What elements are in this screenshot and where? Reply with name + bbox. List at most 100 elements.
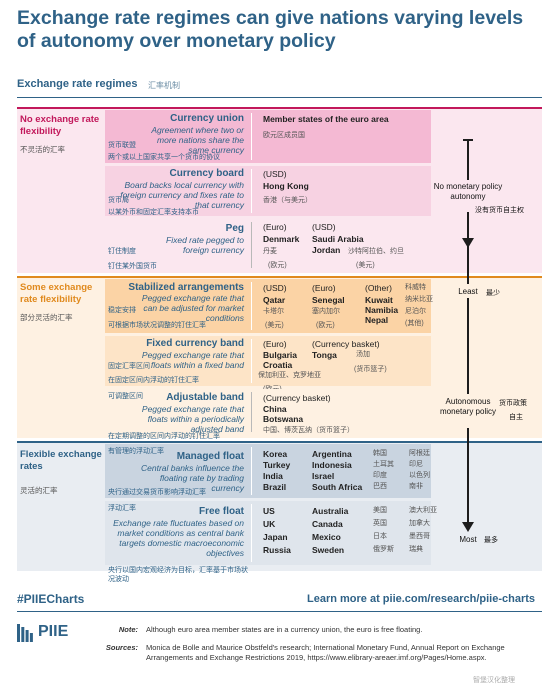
row-adjustable-band [105, 389, 431, 435]
free-float-country-en: Japan [263, 532, 288, 542]
col-divider [251, 113, 252, 160]
page-title: Exchange rate regimes can give nations v… [17, 7, 524, 52]
autonomy-axis-lower-a [467, 298, 469, 394]
axis-mid-cn-2: 自主 [509, 414, 523, 421]
watermark: 智堡汉化整理 [473, 677, 515, 684]
free-float-country-cn: 美国 [373, 507, 387, 514]
country-botswana-cn: 中国、博茨瓦纳（货币篮子） [263, 427, 354, 434]
axis-least-label: Least [456, 287, 480, 297]
piie-logo-icon [17, 624, 33, 642]
row-name-currency-union: Currency union [170, 113, 244, 124]
free-float-country-cn: 瑞典 [409, 546, 423, 553]
row-desc-fixed-band: Pegged exchange rate that floats within … [141, 350, 244, 370]
row-desc-cn-currency-union: 两个或以上国家共享一个货币的协议 [108, 154, 220, 161]
stab-col1-header: (USD) [263, 283, 287, 293]
hashtag-piie-charts[interactable]: #PIIECharts [17, 592, 85, 606]
managed-float-country-cn: 印尼 [409, 461, 423, 468]
country-china: China [263, 404, 287, 414]
title-rule [17, 97, 542, 98]
learn-more-link[interactable]: Learn more at piie.com/research/piie-cha… [307, 593, 536, 605]
row-name-cn-adjustable-band: 可调整区间 [108, 393, 143, 400]
country-senegal-cn: 塞内加尔 [312, 308, 340, 315]
sources-text: Monica de Bolle and Maurice Obstfeld's r… [146, 643, 505, 662]
country-tonga: Tonga [312, 350, 337, 360]
axis-most-cn: 最多 [484, 537, 498, 544]
row-name-fixed-band: Fixed currency band [146, 338, 244, 349]
stab-col1-footer: (美元) [265, 322, 284, 329]
free-float-country-en: Mexico [312, 532, 341, 542]
row-currency-board [105, 166, 431, 216]
row-name-free-float: Free float [198, 506, 244, 517]
peg-col1-footer: (欧元) [268, 262, 287, 269]
country-jordan: Jordan [312, 245, 341, 255]
row-desc-peg: Fixed rate pegged to foreign currency [166, 235, 244, 255]
country-kuwait: Kuwait [365, 295, 393, 305]
fixed-col2-header: (Currency basket) [312, 339, 380, 349]
row-desc-cn-managed-float: 央行通过交易货币影响浮动汇率 [108, 489, 206, 496]
adj-col1-header: (Currency basket) [263, 393, 331, 403]
country-namibia-cn: 纳米比亚 [405, 296, 433, 303]
row-name-cn-managed-float: 有管理的浮动汇率 [108, 448, 164, 455]
country-bulgaria: Bulgaria [263, 350, 298, 360]
col-divider [251, 169, 252, 213]
autonomy-axis-lower-b [467, 428, 469, 524]
managed-float-country-cn: 以色列 [409, 472, 430, 479]
stab-col2-header: (Euro) [312, 283, 336, 293]
stab-col3-footer: (其他) [405, 320, 424, 327]
managed-float-country-cn: 土耳其 [373, 461, 394, 468]
free-float-country-en: US [263, 506, 275, 516]
country-nepal: Nepal [365, 315, 389, 325]
row-desc-cn-peg: 钉住某外国货币 [108, 263, 157, 270]
managed-float-country-cn: 韩国 [373, 450, 387, 457]
autonomy-axis-mid [467, 212, 469, 284]
country-denmark: Denmark [263, 234, 300, 244]
row-name-cn-peg: 钉住制度 [108, 248, 136, 255]
peg-col2-footer: (美元) [356, 262, 375, 269]
row-name-cn-free-float: 浮动汇率 [108, 505, 136, 512]
peg-col1-header: (Euro) [263, 222, 287, 232]
managed-float-country-en: Brazil [263, 482, 287, 492]
row-name-cn-fixed-band: 固定汇率区间 [108, 363, 150, 370]
managed-float-country-en: Turkey [263, 460, 291, 470]
category-label-flexible-cn: 灵活的汇率 [20, 486, 58, 495]
managed-float-country-en: Korea [263, 449, 288, 459]
band-no-flexibility-accent [17, 107, 542, 109]
country-saudi-arabia: Saudi Arabia [312, 234, 364, 244]
free-float-country-cn: 英国 [373, 520, 387, 527]
managed-float-country-en: South Africa [312, 482, 363, 492]
managed-float-country-cn: 南非 [409, 483, 423, 490]
country-denmark-cn: 丹麦 [263, 248, 277, 255]
country-qatar: Qatar [263, 295, 286, 305]
col-divider [251, 392, 252, 432]
country-hong-kong: Hong Kong [263, 181, 309, 191]
axis-top-label-cn: 没有货币自主权 [475, 207, 524, 214]
band-some-flexibility-accent [17, 276, 542, 278]
chart-subtitle-cn: 汇率机制 [148, 81, 180, 90]
piie-logo-text: PIIE [38, 623, 69, 640]
axis-mid-label: Autonomous monetary policy [436, 397, 500, 417]
peg-col2-header: (USD) [312, 222, 336, 232]
row-free-float [105, 501, 431, 565]
row-name-peg: Peg [225, 223, 244, 234]
category-label-some-flex: Some exchange rate flexibility [20, 282, 93, 305]
axis-mid-cn-1: 货币政策 [499, 400, 527, 407]
row-desc-currency-board: Board backs local currency with foreign … [120, 180, 244, 210]
category-label-no-flex: No exchange rate flexibility [20, 114, 100, 137]
row-header-currency-union: Member states of the euro area [263, 114, 389, 124]
free-float-country-cn: 加拿大 [409, 520, 430, 527]
col-divider [251, 339, 252, 383]
col-divider [251, 447, 252, 495]
free-float-country-cn: 俄罗斯 [373, 546, 394, 553]
row-desc-cn-adjustable-band: 在定期调整的区间内浮动的钉住汇率 [108, 433, 220, 440]
row-desc-stabilized: Pegged exchange rate that can be adjuste… [141, 293, 244, 323]
row-desc-managed-float: Central banks influence the floating rat… [140, 463, 244, 493]
free-float-country-en: UK [263, 519, 276, 529]
country-qatar-cn: 卡塔尔 [263, 308, 284, 315]
row-desc-currency-union: Agreement where two or more nations shar… [151, 125, 244, 155]
country-croatia: Croatia [263, 360, 293, 370]
axis-most-label: Most [459, 535, 477, 544]
stab-col2-footer: (欧元) [316, 322, 335, 329]
row-name-cn-stabilized: 稳定安排 [108, 307, 136, 314]
managed-float-country-en: Indonesia [312, 460, 352, 470]
country-hong-kong-cn: 香港（与美元） [263, 197, 312, 204]
